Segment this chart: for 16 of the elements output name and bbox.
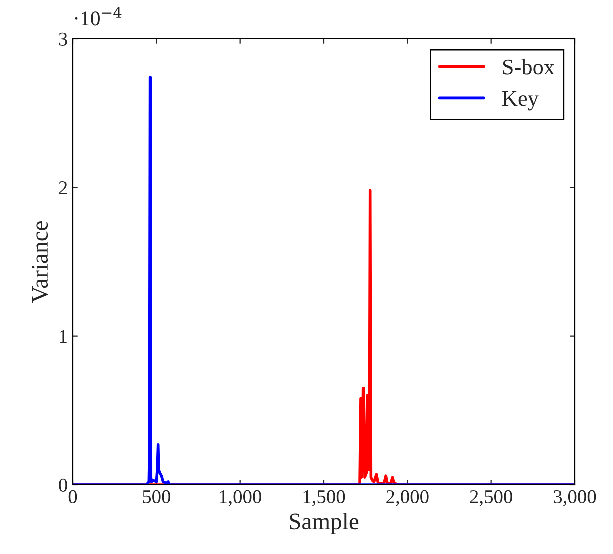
x-tick-label: 0 [68, 490, 78, 504]
y-tick-label: 3 [59, 32, 68, 46]
y-tick-label: 0 [59, 478, 68, 492]
legend-label: S-box [503, 59, 555, 75]
x-tick-label: 2,000 [386, 490, 429, 506]
x-tick-label: 1,500 [304, 490, 346, 506]
y-tick-label: 2 [59, 182, 68, 194]
legend-label: Key [502, 91, 539, 111]
text: ·10$^{−4}$ [75, 7, 122, 26]
x-tick-label: 2,500 [470, 490, 512, 506]
x-tick-label: 500 [143, 490, 171, 504]
y-axis-title: Variance [32, 222, 48, 304]
x-tick-label: 3,000 [554, 490, 596, 506]
x-axis-title: Sample [290, 513, 359, 534]
y-tick-label: 1 [60, 330, 67, 344]
x-tick-label: 1,000 [220, 490, 262, 506]
